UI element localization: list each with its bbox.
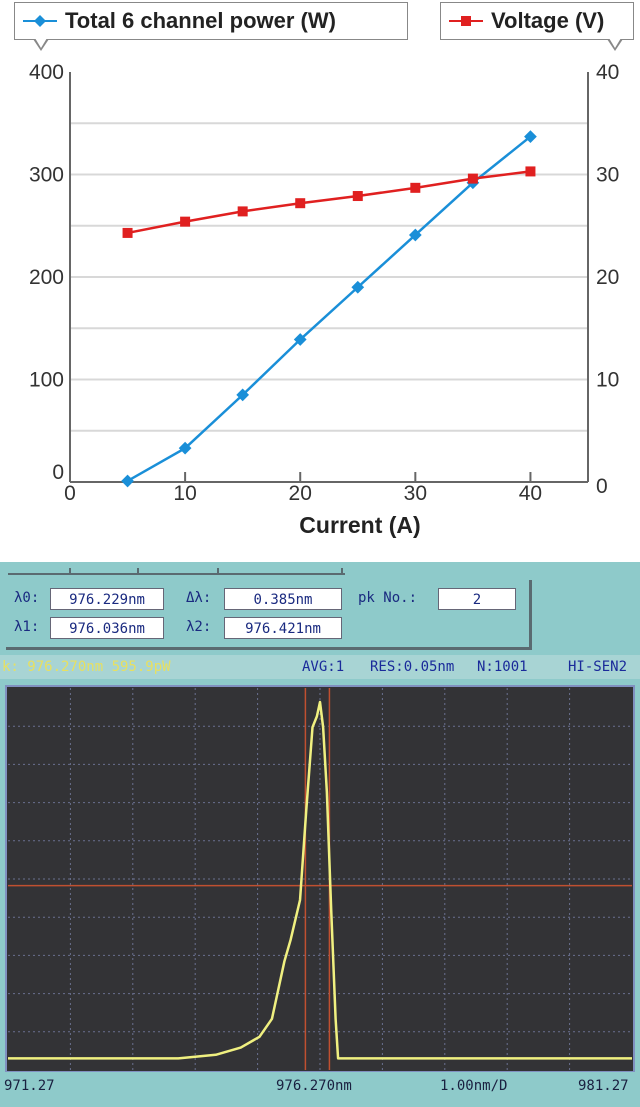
power-point	[351, 280, 365, 294]
voltage-point	[122, 227, 133, 238]
voltage-point	[237, 206, 248, 217]
status-bar: k: 976.270nm 595.9pW AVG:1 RES:0.05nm N:…	[0, 655, 640, 679]
sens-readout: HI-SEN2	[568, 659, 628, 675]
lambda2-field[interactable]: 976.421nm	[224, 617, 342, 639]
legend-power: Total 6 channel power (W)	[14, 2, 408, 51]
peak-readout: k: 976.270nm 595.9pW	[2, 659, 171, 675]
y-right-tick-label: 20	[596, 266, 619, 289]
legend-power-label: Total 6 channel power (W)	[65, 8, 336, 33]
x-start-label: 971.27	[4, 1078, 55, 1094]
avg-readout: AVG:1	[302, 659, 345, 675]
delta-lambda-label: Δλ:	[186, 590, 212, 606]
x-scale-bar: 971.27 976.270nm 1.00nm/D 981.27	[0, 1072, 640, 1100]
legend-voltage: Voltage (V)	[440, 2, 634, 51]
pk-no-field[interactable]: 2	[438, 588, 516, 610]
power-point	[121, 474, 134, 488]
res-readout: RES:0.05nm	[370, 659, 455, 675]
voltage-point	[525, 166, 536, 177]
voltage-point	[352, 191, 363, 202]
lambda0-field[interactable]: 976.229nm	[50, 588, 164, 610]
y-left-tick-label: 400	[29, 61, 64, 84]
y-right-tick-label: 30	[596, 164, 619, 187]
x-tick-label: 20	[289, 482, 312, 505]
lambda2-label: λ2:	[186, 619, 212, 635]
top-tick-strip	[8, 568, 345, 575]
y-left-tick-label: 300	[29, 164, 64, 187]
y-left-tick-label: 200	[29, 266, 64, 289]
power-point	[178, 441, 192, 455]
lambda0-label: λ0:	[14, 590, 40, 606]
voltage-point	[467, 173, 478, 184]
power-point	[293, 333, 307, 346]
voltage-point	[180, 216, 191, 227]
voltage-point	[410, 182, 421, 193]
x-tick-label: 40	[519, 482, 542, 505]
x-tick-label: 10	[173, 482, 196, 505]
osa-panel: λ0: 976.229nm Δλ: 0.385nm pk No.: 2 λ1: …	[0, 562, 640, 1107]
voltage-line	[127, 170, 531, 235]
x-tick-label: 30	[404, 482, 427, 505]
delta-lambda-field[interactable]: 0.385nm	[224, 588, 342, 610]
x-end-label: 981.27	[578, 1078, 629, 1094]
power-voltage-chart: Total 6 channel power (W) Voltage (V) 0 1…	[14, 2, 634, 538]
y-right-tick-label: 10	[596, 369, 619, 392]
lambda1-field[interactable]: 976.036nm	[50, 617, 164, 639]
legend-voltage-label: Voltage (V)	[491, 8, 605, 33]
square-marker-icon	[449, 14, 483, 28]
y-right-tick-label: 40	[596, 61, 619, 84]
marker-fields-box: λ0: 976.229nm Δλ: 0.385nm pk No.: 2 λ1: …	[6, 580, 532, 650]
lambda1-label: λ1:	[14, 619, 40, 635]
x-axis-title: Current (A)	[299, 512, 420, 538]
y-right-tick-label: 0	[596, 475, 608, 498]
x-center-label: 976.270nm	[276, 1078, 352, 1094]
power-line	[126, 135, 532, 483]
y-left-tick-label: 0	[52, 461, 64, 484]
voltage-point	[295, 198, 306, 209]
x-scale-label: 1.00nm/D	[440, 1078, 508, 1094]
n-readout: N:1001	[477, 659, 528, 675]
power-point	[236, 388, 250, 402]
power-point	[408, 228, 422, 242]
spectrum-trace	[8, 700, 632, 1060]
x-tick-label: 0	[64, 482, 76, 505]
spectrum-plot	[5, 685, 635, 1072]
diamond-marker-icon	[23, 14, 57, 28]
y-left-tick-label: 100	[29, 369, 64, 392]
pk-no-label: pk No.:	[358, 590, 418, 606]
